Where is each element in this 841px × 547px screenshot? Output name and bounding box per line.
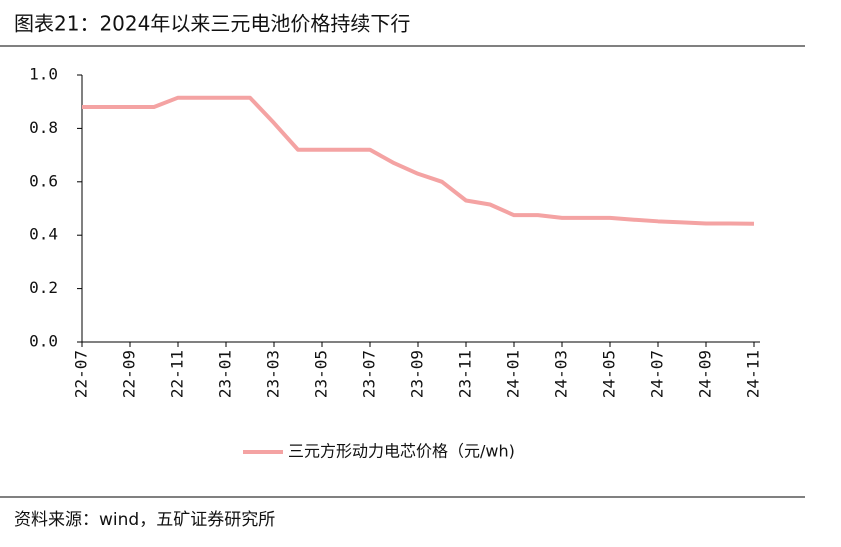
x-tick-label: 24-07 [648,350,667,398]
x-tick-label: 23-07 [360,350,379,398]
y-tick-label: 0.8 [29,118,58,137]
x-tick-label: 24-11 [744,350,763,398]
x-tick-label: 23-05 [312,350,331,398]
x-tick-label: 24-05 [600,350,619,398]
legend-label: 三元方形动力电芯价格（元/wh) [288,442,515,461]
x-tick-label: 22-11 [168,350,187,398]
y-tick-label: 0.0 [29,332,58,351]
x-tick-label: 22-07 [72,350,91,398]
x-tick-label: 23-09 [408,350,427,398]
chart-title: 图表21：2024年以来三元电池价格持续下行 [14,12,410,36]
x-tick-label: 23-11 [456,350,475,398]
y-tick-label: 0.6 [29,171,58,190]
y-tick-label: 0.4 [29,225,58,244]
x-tick-label: 22-09 [120,350,139,398]
y-tick-label: 0.2 [29,278,58,297]
series-line [82,95,755,226]
source: 资料来源：wind，五矿证券研究所 [14,510,275,530]
x-tick-label: 24-03 [552,350,571,398]
x-tick-label: 24-01 [504,350,523,398]
y-tick-label: 1.0 [29,65,58,84]
x-tick-label: 24-09 [696,350,715,398]
x-tick-label: 23-03 [264,350,283,398]
x-tick-label: 23-01 [216,350,235,398]
